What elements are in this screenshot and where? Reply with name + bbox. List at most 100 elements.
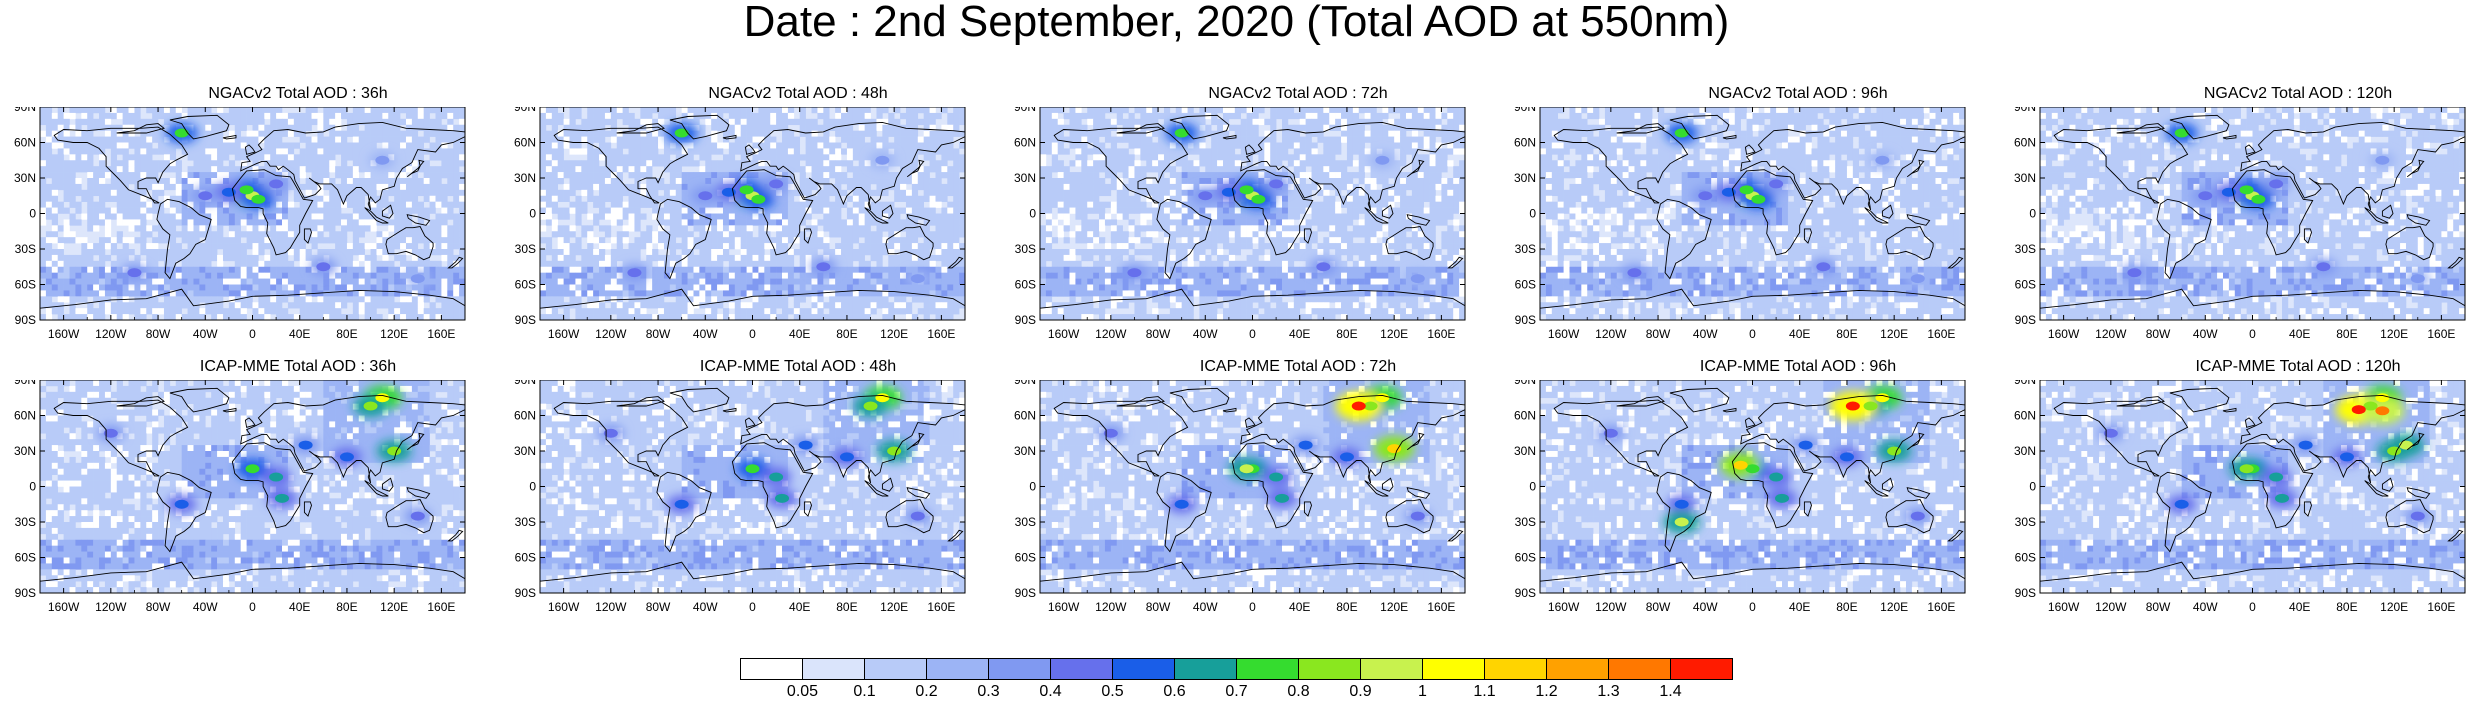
aod-cell <box>93 225 99 231</box>
aod-cell <box>906 202 912 208</box>
aod-cell <box>353 131 359 137</box>
aod-cell <box>170 148 176 154</box>
aod-cell <box>758 243 764 249</box>
aod-cell <box>546 137 552 143</box>
aod-cell <box>540 184 546 190</box>
aod-cell <box>823 285 829 291</box>
aod-cell <box>235 219 241 225</box>
aod-cell <box>558 279 564 285</box>
aod-cell <box>453 225 459 231</box>
aod-cell <box>441 160 447 166</box>
aod-cell <box>587 137 593 143</box>
aod-cell <box>729 107 735 113</box>
aod-cell <box>412 243 418 249</box>
aod-cell <box>371 113 377 119</box>
aod-cell <box>953 273 959 279</box>
aod-cell <box>782 137 788 143</box>
aod-cell <box>1164 107 1170 113</box>
aod-cell <box>235 308 241 314</box>
aod-cell <box>146 249 152 255</box>
aod-cell <box>247 131 253 137</box>
aod-cell <box>435 202 441 208</box>
aod-cell <box>1288 107 1294 113</box>
aod-cell <box>247 302 253 308</box>
aod-cell <box>640 166 646 172</box>
aod-cell <box>247 214 253 220</box>
aod-cell <box>105 231 111 237</box>
aod-cell <box>782 143 788 149</box>
aod-cell <box>376 208 382 214</box>
aod-cell <box>123 154 129 160</box>
aod-cell <box>906 137 912 143</box>
aod-cell <box>347 184 353 190</box>
aod-cell <box>129 202 135 208</box>
aod-cell <box>353 143 359 149</box>
aod-cell <box>81 214 87 220</box>
aod-cell <box>64 190 70 196</box>
aod-cell <box>540 131 546 137</box>
aod-cell <box>688 172 694 178</box>
aod-cell <box>64 166 70 172</box>
aod-cell <box>611 202 617 208</box>
aod-cell <box>741 231 747 237</box>
aod-cell <box>158 143 164 149</box>
aod-cell <box>40 243 46 249</box>
aod-cell <box>341 166 347 172</box>
aod-cell <box>634 290 640 296</box>
aod-cell <box>841 131 847 137</box>
aod-cell <box>170 219 176 225</box>
aod-cell <box>52 172 58 178</box>
aod-cell <box>400 261 406 267</box>
aod-cell <box>205 273 211 279</box>
aod-cell <box>835 119 841 125</box>
aod-cell <box>335 172 341 178</box>
aod-cell <box>46 107 52 113</box>
aod-cell <box>900 196 906 202</box>
aod-cell <box>941 196 947 202</box>
aod-cell <box>817 231 823 237</box>
aod-cell <box>782 273 788 279</box>
aod-cell <box>447 166 453 172</box>
aod-cell <box>217 172 223 178</box>
aod-cell <box>217 308 223 314</box>
aod-cell <box>371 308 377 314</box>
aod-cell <box>800 119 806 125</box>
aod-cell <box>729 231 735 237</box>
aod-hotspot-core <box>175 129 189 138</box>
aod-cell <box>587 119 593 125</box>
aod-cell <box>758 285 764 291</box>
aod-cell <box>335 243 341 249</box>
aod-cell <box>788 143 794 149</box>
aod-cell <box>729 214 735 220</box>
aod-cell <box>424 296 430 302</box>
aod-cell <box>747 267 753 273</box>
aod-cell <box>93 273 99 279</box>
aod-cell <box>241 261 247 267</box>
aod-cell <box>575 308 581 314</box>
aod-cell <box>581 273 587 279</box>
aod-cell <box>634 131 640 137</box>
aod-cell <box>347 119 353 125</box>
aod-cell <box>152 314 158 320</box>
aod-cell <box>546 190 552 196</box>
aod-cell <box>430 143 436 149</box>
aod-cell <box>699 208 705 214</box>
aod-cell <box>335 231 341 237</box>
aod-cell <box>235 125 241 131</box>
aod-cell <box>729 290 735 296</box>
aod-cell <box>841 148 847 154</box>
aod-cell <box>435 249 441 255</box>
aod-cell <box>253 225 259 231</box>
aod-cell <box>794 148 800 154</box>
aod-cell <box>418 237 424 243</box>
aod-cell <box>735 290 741 296</box>
aod-cell <box>347 255 353 261</box>
aod-cell <box>146 154 152 160</box>
aod-cell <box>146 172 152 178</box>
aod-cell <box>587 290 593 296</box>
aod-cell <box>105 131 111 137</box>
aod-cell <box>764 273 770 279</box>
aod-cell <box>617 107 623 113</box>
aod-cell <box>158 285 164 291</box>
aod-cell <box>341 178 347 184</box>
